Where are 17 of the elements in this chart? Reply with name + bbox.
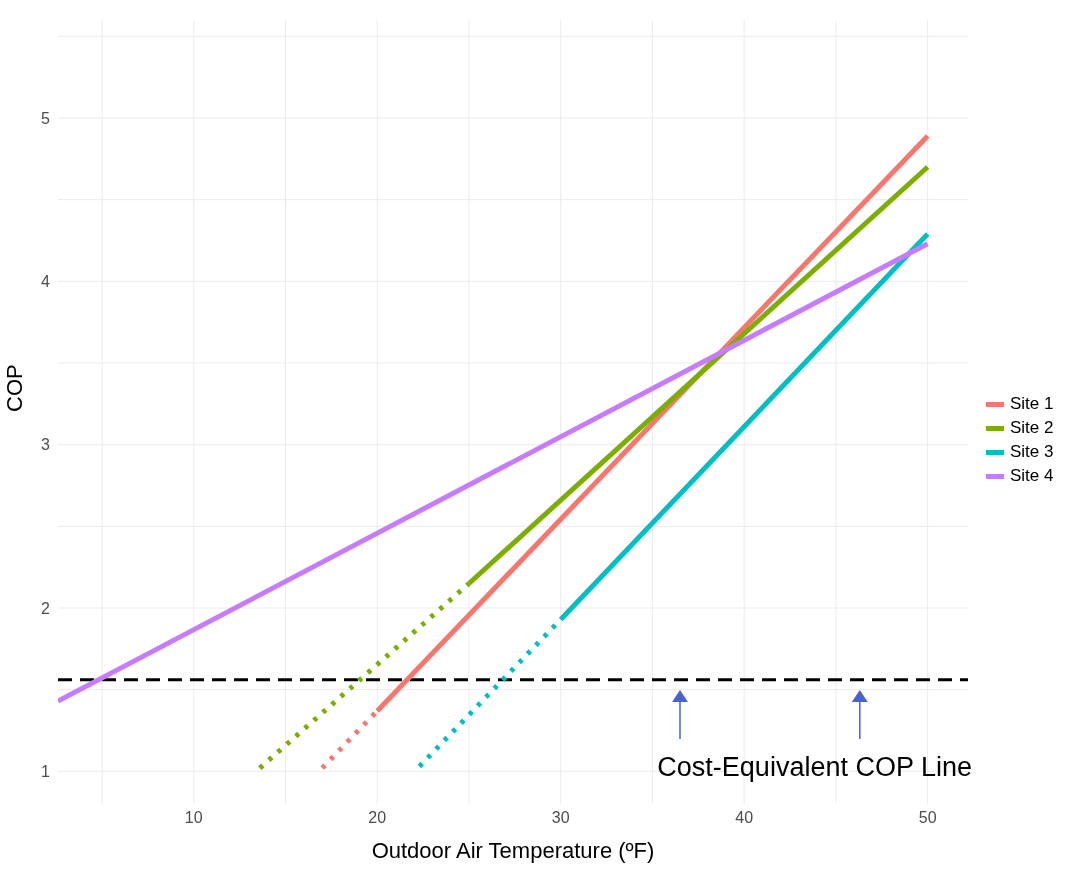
x-tick-label: 20	[368, 809, 387, 827]
y-tick-label: 5	[41, 109, 51, 127]
legend-label: Site 3	[1010, 442, 1054, 462]
legend-label: Site 4	[1010, 466, 1054, 486]
x-tick-label: 40	[735, 809, 754, 827]
y-axis-title: COP	[1, 364, 27, 412]
y-tick-label: 2	[41, 599, 51, 617]
legend-label: Site 1	[1010, 394, 1054, 414]
legend-label: Site 2	[1010, 418, 1054, 438]
x-axis-title: Outdoor Air Temperature (ºF)	[371, 838, 655, 863]
y-tick-label: 1	[41, 763, 51, 781]
annotation: Cost-Equivalent COP Line	[657, 752, 972, 784]
x-tick-label: 10	[184, 809, 203, 827]
y-tick-label: 4	[41, 273, 51, 291]
x-tick-label: 30	[551, 809, 570, 827]
y-tick-label: 3	[41, 436, 51, 454]
x-tick-label: 50	[918, 809, 937, 827]
